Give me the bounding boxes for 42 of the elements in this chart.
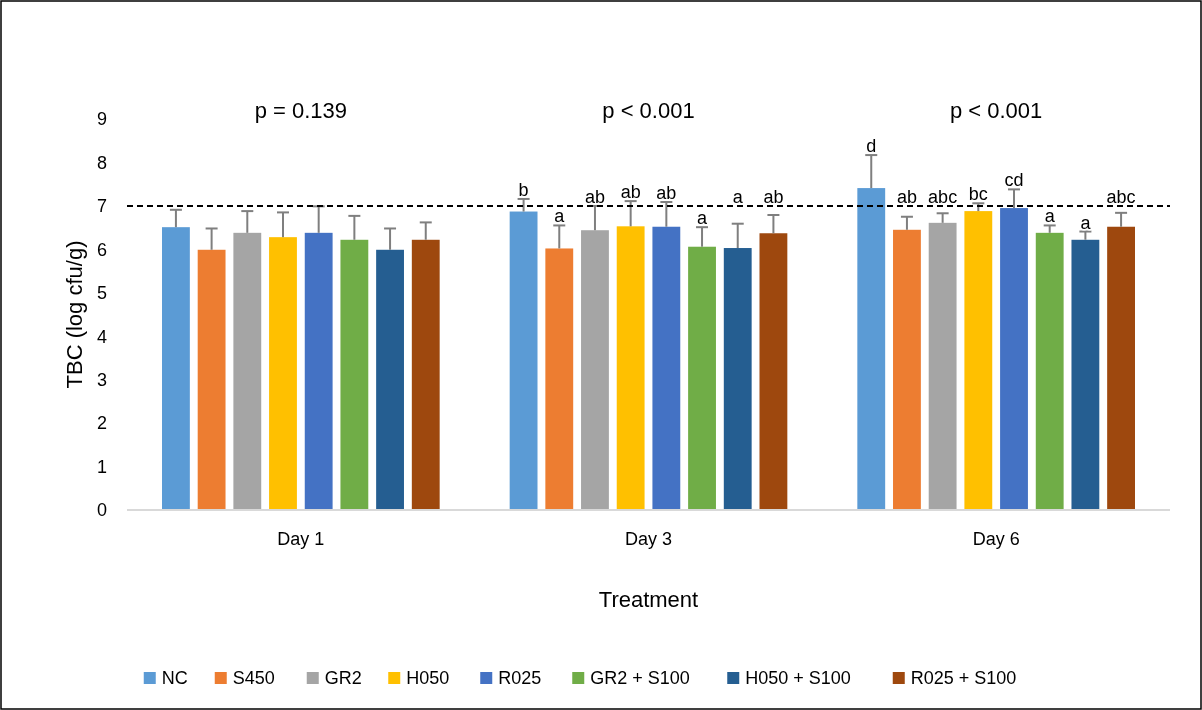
annotation: p = 0.139 <box>254 98 348 123</box>
legend-label: S450 <box>232 668 275 689</box>
y-axis-title: TBC (log cfu/g) <box>62 240 87 389</box>
y-tick-label: 2 <box>96 413 107 434</box>
data-label: a <box>1044 206 1056 227</box>
x-axis-title: Treatment <box>598 587 699 612</box>
y-tick-label: 0 <box>96 500 107 521</box>
data-label: ab <box>896 186 917 207</box>
data-label: a <box>1080 212 1092 233</box>
legend-label: R025 <box>498 668 542 689</box>
legend-label: H050 <box>406 668 450 689</box>
y-tick-label: 6 <box>96 239 107 260</box>
y-tick-label: 8 <box>96 152 107 173</box>
y-tick-label: 9 <box>96 109 107 130</box>
legend-label: GR2 + S100 <box>590 668 690 689</box>
data-label: a <box>732 186 744 207</box>
x-tick-label: Day 3 <box>624 529 673 549</box>
data-label: abc <box>1106 186 1136 207</box>
data-label: abc <box>928 186 958 207</box>
y-tick-label: 4 <box>96 326 107 347</box>
data-label: ab <box>620 182 641 203</box>
legend-label: H050 + S100 <box>745 668 851 689</box>
x-tick-label: Day 1 <box>277 529 325 549</box>
data-label: ab <box>763 186 784 207</box>
data-label: a <box>697 208 709 229</box>
y-tick-label: 7 <box>96 196 107 217</box>
legend-label: R025 + S100 <box>910 668 1017 689</box>
data-label: cd <box>1004 170 1024 191</box>
annotation: p < 0.001 <box>602 98 695 123</box>
legend-label: NC <box>161 668 188 689</box>
y-tick-label: 5 <box>96 283 107 304</box>
y-tick-label: 1 <box>96 456 107 477</box>
x-tick-label: Day 6 <box>972 529 1020 549</box>
data-label: ab <box>656 182 677 203</box>
legend-label: GR2 <box>324 668 362 689</box>
data-label: d <box>866 136 877 157</box>
y-tick-label: 3 <box>96 369 107 390</box>
data-label: bc <box>968 184 988 205</box>
data-label: a <box>554 206 566 227</box>
data-label: ab <box>584 186 605 207</box>
data-label: b <box>518 179 529 200</box>
annotation: p < 0.001 <box>949 98 1043 123</box>
